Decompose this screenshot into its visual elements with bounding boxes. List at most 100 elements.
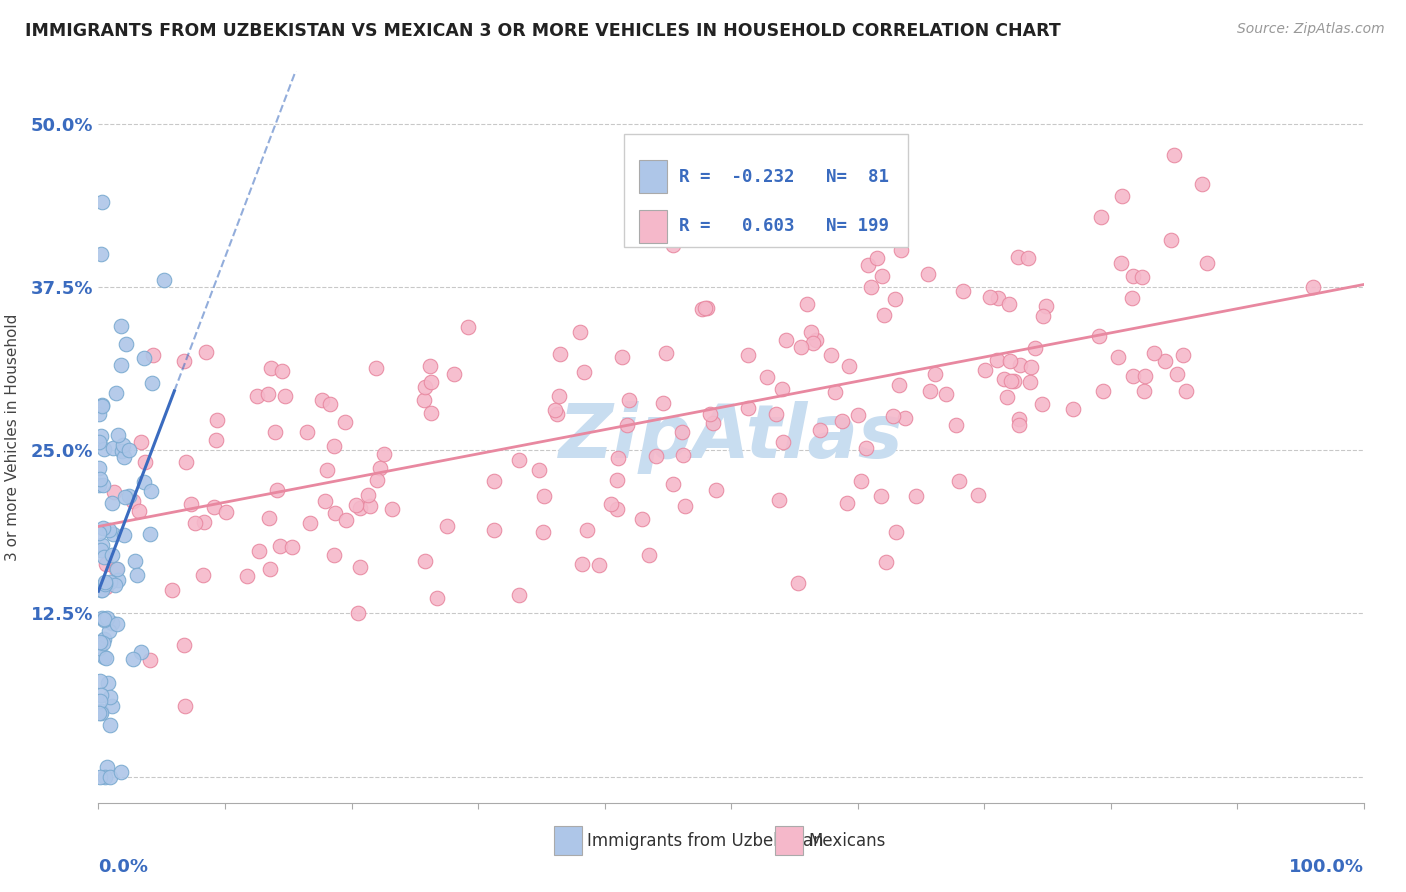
Point [118,489,141,503]
Point [1195,256,1218,270]
Point [132,475,155,489]
Point [259,562,281,576]
Point [259,360,281,375]
Point [875,555,897,569]
Point [419,359,441,374]
Point [606,473,628,487]
Text: Mexicans: Mexicans [808,832,886,850]
Point [772,435,794,450]
Point [1002,374,1025,388]
Point [824,385,846,400]
Point [180,497,202,511]
Point [882,409,904,423]
Point [527,463,550,477]
Point [114,337,136,351]
Point [1008,418,1031,433]
Point [96,760,118,774]
Point [851,474,873,488]
Point [550,347,572,361]
Point [412,393,434,408]
Point [997,297,1019,311]
Point [616,418,638,433]
Point [90,429,112,443]
Point [415,554,437,568]
Point [195,344,218,359]
Point [800,325,823,339]
Point [884,524,907,539]
Point [142,349,165,363]
Point [673,499,696,513]
Point [89,694,111,708]
Point [314,494,336,508]
Point [574,366,596,380]
Point [96,611,118,625]
Point [631,512,654,526]
Point [366,473,388,487]
Point [90,706,112,720]
Point [855,441,877,455]
Point [93,613,115,627]
Point [756,370,779,384]
Point [508,588,530,602]
Point [436,519,458,533]
Point [110,318,132,333]
Point [987,291,1010,305]
Point [214,505,236,519]
Point [838,359,860,373]
Point [1107,351,1129,365]
Point [1010,358,1032,372]
Point [1007,250,1029,264]
Point [1090,210,1112,224]
Point [1133,384,1156,399]
Point [420,375,443,389]
Point [1142,345,1164,359]
Point [319,397,342,411]
Point [699,407,721,421]
Point [117,442,139,457]
Point [316,463,339,477]
Point [323,548,346,562]
Point [737,401,759,415]
Point [1163,148,1185,162]
Point [93,632,115,646]
Point [846,408,869,422]
Point [655,346,678,360]
Point [359,499,381,513]
Point [93,478,115,492]
Point [205,434,228,448]
Point [176,455,198,469]
Point [90,247,112,261]
Point [112,437,135,451]
Point [883,292,905,306]
Point [1031,397,1053,411]
Point [98,770,121,784]
Point [935,387,957,401]
Point [205,413,228,427]
Point [91,194,114,209]
Text: 0.0%: 0.0% [98,858,149,876]
Point [138,526,160,541]
Point [1062,401,1084,416]
Point [124,554,146,568]
Point [945,418,967,433]
Point [482,523,505,537]
Y-axis label: 3 or more Vehicles in Household: 3 or more Vehicles in Household [6,313,20,561]
Point [333,415,356,429]
Point [831,414,853,428]
Point [1160,233,1182,247]
Point [98,718,121,732]
Point [89,674,111,689]
Point [917,267,939,281]
Point [141,376,163,391]
Point [107,573,129,587]
Point [87,460,110,475]
Point [531,524,554,539]
Point [184,516,207,530]
Point [637,548,659,562]
Point [104,561,127,575]
Point [588,558,610,572]
Point [948,474,970,488]
Point [1174,384,1197,398]
Point [671,425,693,439]
Point [870,489,893,503]
